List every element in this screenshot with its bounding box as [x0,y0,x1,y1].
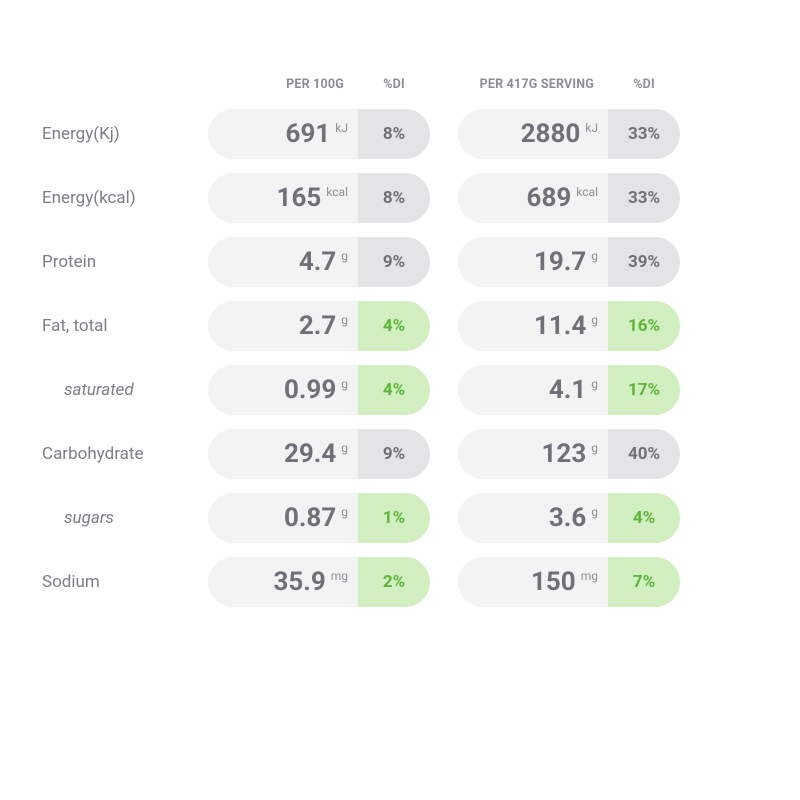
di-cell-per100g: 4% [358,365,430,415]
nutrient-label: Fat, total [40,316,208,336]
value-unit: g [341,441,348,455]
table-row: Fat, total 2.7 g 4% 11.4 g 16% [40,300,760,352]
di-cell-serving: 16% [608,301,680,351]
value-cell-per100g: 691 kJ [208,109,358,159]
header-di-1: %DI [358,77,430,92]
nutrient-label: Carbohydrate [40,444,208,464]
value-cell-serving: 123 g [458,429,608,479]
value-cell-serving: 11.4 g [458,301,608,351]
value-cell-serving: 689 kcal [458,173,608,223]
value-number: 123 [541,441,586,467]
table-header-row: PER 100G %DI PER 417G SERVING %DI [40,56,760,92]
value-number: 35.9 [273,569,325,595]
value-number: 689 [527,185,572,211]
di-cell-per100g: 9% [358,429,430,479]
di-cell-per100g: 8% [358,173,430,223]
value-unit: g [341,249,348,263]
di-cell-per100g: 4% [358,301,430,351]
value-number: 3.6 [549,505,586,531]
di-cell-serving: 7% [608,557,680,607]
di-cell-serving: 4% [608,493,680,543]
table-row: sugars 0.87 g 1% 3.6 g 4% [40,492,760,544]
value-number: 0.87 [284,505,336,531]
value-cell-per100g: 0.87 g [208,493,358,543]
value-unit: g [591,377,598,391]
value-number: 2.7 [299,313,336,339]
value-cell-per100g: 4.7 g [208,237,358,287]
value-unit: mg [581,569,598,583]
value-unit: kcal [326,185,348,199]
nutrient-label: Energy(Kj) [40,124,208,144]
di-cell-per100g: 1% [358,493,430,543]
value-cell-per100g: 35.9 mg [208,557,358,607]
value-cell-serving: 2880 kJ [458,109,608,159]
table-row: Carbohydrate 29.4 g 9% 123 g 40% [40,428,760,480]
value-number: 4.7 [299,249,336,275]
di-cell-serving: 33% [608,173,680,223]
nutrient-label: Energy(kcal) [40,188,208,208]
value-cell-per100g: 165 kcal [208,173,358,223]
value-number: 2880 [521,121,581,147]
value-cell-serving: 150 mg [458,557,608,607]
value-unit: g [341,505,348,519]
di-cell-serving: 33% [608,109,680,159]
value-cell-serving: 19.7 g [458,237,608,287]
nutrient-label: sugars [40,508,208,528]
value-unit: g [341,313,348,327]
value-unit: kJ [335,121,348,135]
table-row: saturated 0.99 g 4% 4.1 g 17% [40,364,760,416]
di-cell-serving: 39% [608,237,680,287]
table-row: Sodium 35.9 mg 2% 150 mg 7% [40,556,760,608]
table-row: Protein 4.7 g 9% 19.7 g 39% [40,236,760,288]
value-number: 4.1 [549,377,586,403]
nutrient-label: Protein [40,252,208,272]
value-number: 165 [277,185,322,211]
nutrient-label: Sodium [40,572,208,592]
value-cell-per100g: 0.99 g [208,365,358,415]
value-number: 691 [286,121,331,147]
value-number: 29.4 [284,441,336,467]
value-unit: g [341,377,348,391]
value-unit: g [591,505,598,519]
header-per100g: PER 100G [208,77,358,92]
di-cell-per100g: 2% [358,557,430,607]
value-cell-serving: 4.1 g [458,365,608,415]
value-number: 150 [531,569,576,595]
di-cell-serving: 17% [608,365,680,415]
header-di-2: %DI [608,77,680,92]
table-row: Energy(Kj) 691 kJ 8% 2880 kJ 33% [40,108,760,160]
value-unit: mg [331,569,348,583]
value-unit: g [591,441,598,455]
value-cell-per100g: 2.7 g [208,301,358,351]
nutrient-label: saturated [40,380,208,400]
value-number: 19.7 [534,249,586,275]
header-per-serving: PER 417G SERVING [458,77,608,92]
di-cell-serving: 40% [608,429,680,479]
value-unit: g [591,249,598,263]
table-row: Energy(kcal) 165 kcal 8% 689 kcal 33% [40,172,760,224]
di-cell-per100g: 9% [358,237,430,287]
value-cell-serving: 3.6 g [458,493,608,543]
value-number: 11.4 [534,313,586,339]
nutrition-table: PER 100G %DI PER 417G SERVING %DI Energy… [40,56,760,608]
value-number: 0.99 [284,377,336,403]
value-unit: g [591,313,598,327]
value-unit: kcal [576,185,598,199]
value-cell-per100g: 29.4 g [208,429,358,479]
di-cell-per100g: 8% [358,109,430,159]
value-unit: kJ [585,121,598,135]
